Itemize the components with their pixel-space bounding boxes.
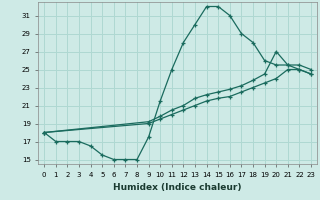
X-axis label: Humidex (Indice chaleur): Humidex (Indice chaleur) [113, 183, 242, 192]
